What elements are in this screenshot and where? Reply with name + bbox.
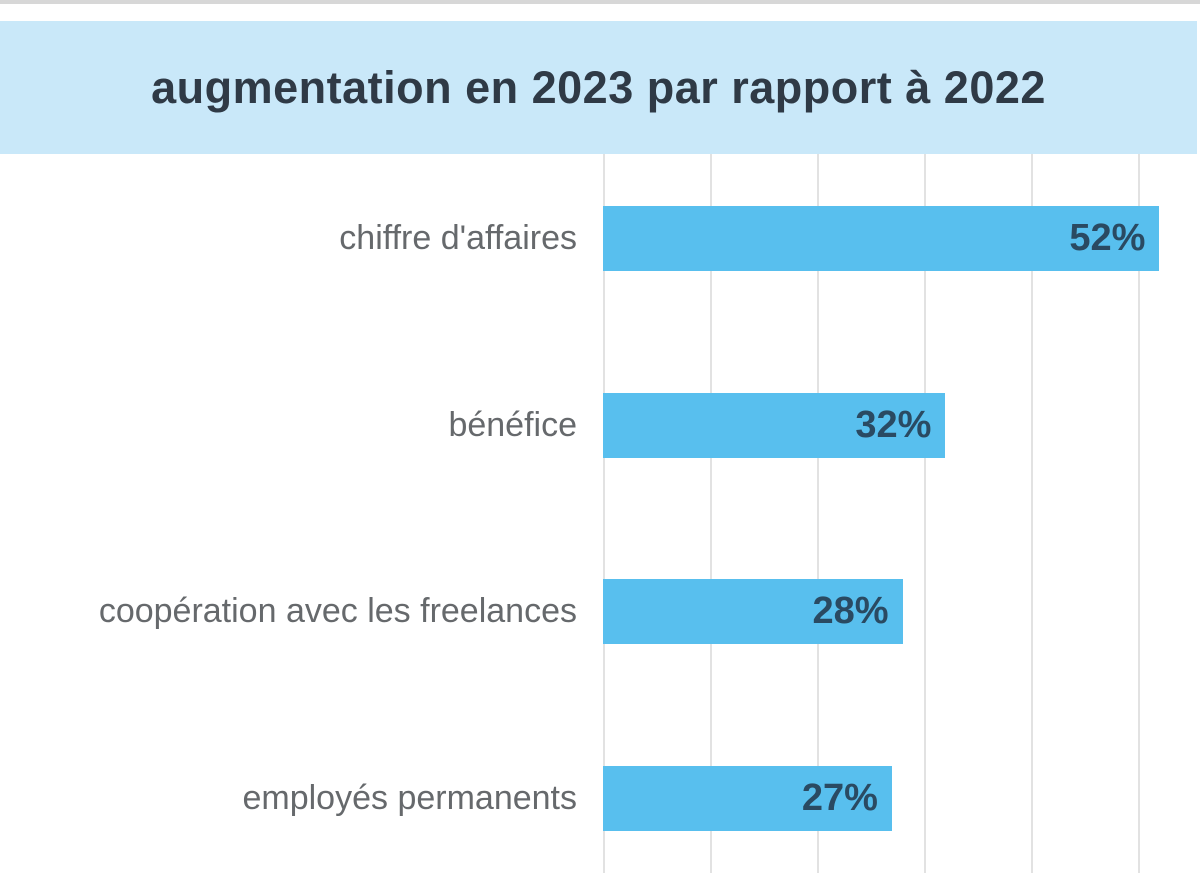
chart-title: augmentation en 2023 par rapport à 2022 <box>151 61 1046 113</box>
gridline-30-percent <box>924 154 926 873</box>
bar-value-label: 32% <box>855 404 932 446</box>
category-label: chiffre d'affaires <box>339 219 577 257</box>
gridline-10-percent <box>710 154 712 873</box>
bar-value-label: 27% <box>801 777 878 819</box>
bar: 28% <box>603 579 903 644</box>
top-edge-line <box>0 0 1200 4</box>
bar: 32% <box>603 393 946 458</box>
bar: 27% <box>603 766 892 831</box>
category-label: bénéfice <box>448 406 577 444</box>
gridline-20-percent <box>817 154 819 873</box>
gridline-40-percent <box>1031 154 1033 873</box>
category-label: employés permanents <box>242 779 577 817</box>
plot-area: chiffre d'affaires 52% bénéfice 32% coopérat… <box>0 154 1200 873</box>
bar: 52% <box>603 206 1160 271</box>
category-label: coopération avec les freelances <box>98 592 577 630</box>
chart-title-band: augmentation en 2023 par rapport à 2022 <box>0 21 1197 154</box>
bar-value-label: 28% <box>812 590 889 632</box>
gridline-0-percent <box>603 154 605 873</box>
bar-value-label: 52% <box>1069 217 1146 259</box>
gridline-50-percent <box>1138 154 1140 873</box>
